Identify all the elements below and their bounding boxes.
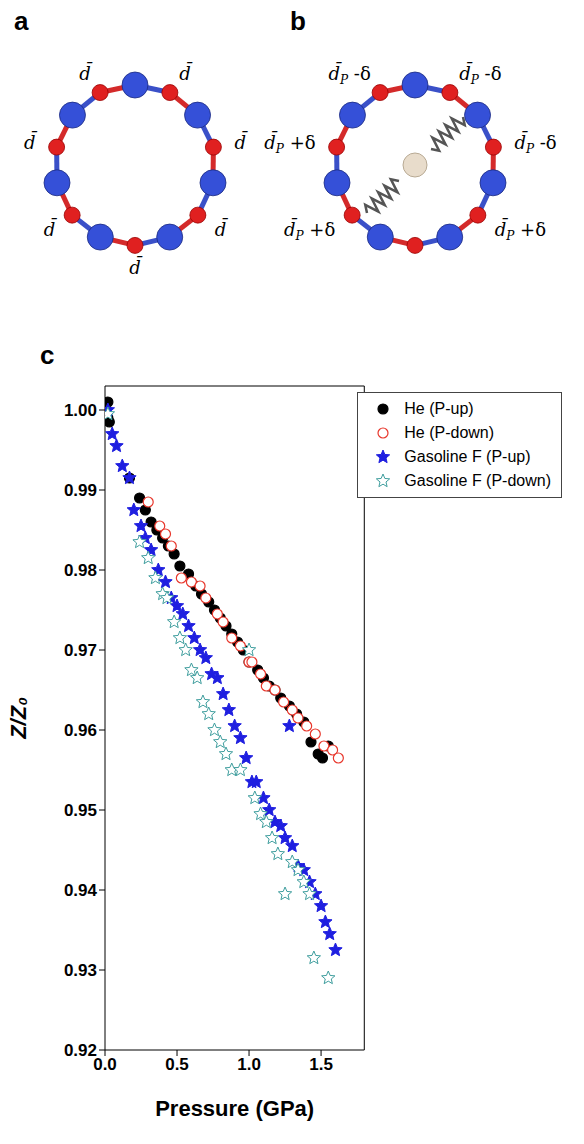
svg-text:d̄: d̄: [24, 130, 38, 153]
svg-text:d̄: d̄: [234, 130, 248, 153]
html-text:c: c: [40, 340, 55, 370]
html-text:He (P-up): He (P-up): [404, 400, 474, 417]
svg-text:0.97: 0.97: [64, 641, 97, 660]
svg-text:d̄P +δ: d̄P +δ: [495, 217, 546, 243]
svg-text:d̄P +δ: d̄P +δ: [284, 217, 335, 243]
svg-text:1.0: 1.0: [237, 1055, 261, 1074]
html-text:Gasoline F (P-down): Gasoline F (P-down): [404, 472, 551, 489]
html-text:He (P-down): He (P-down): [404, 424, 495, 441]
svg-text:0.94: 0.94: [64, 881, 98, 900]
svg-text:0.5: 0.5: [165, 1055, 189, 1074]
svg-text:d̄: d̄: [44, 217, 58, 240]
svg-text:0.0: 0.0: [93, 1055, 117, 1075]
svg-text:d̄P +δ: d̄P +δ: [264, 130, 315, 156]
svg-text:0.93: 0.93: [64, 961, 97, 980]
svg-text:0.95: 0.95: [64, 801, 97, 820]
svg-text:d̄: d̄: [79, 61, 93, 84]
svg-text:d̄P -δ: d̄P -δ: [459, 61, 501, 87]
svg-text:0.96: 0.96: [64, 721, 97, 740]
svg-text:d̄P -δ: d̄P -δ: [328, 61, 370, 87]
svg-text:1.00: 1.00: [64, 401, 97, 420]
svg-text:d̄: d̄: [179, 61, 193, 84]
svg-text:Z/Z₀: Z/Z₀: [6, 697, 31, 740]
html-text:a: a: [14, 6, 29, 36]
svg-text:0.92: 0.92: [64, 1041, 97, 1060]
html-text:Gasoline F (P-up): Gasoline F (P-up): [404, 448, 531, 465]
svg-text:1.5: 1.5: [309, 1055, 333, 1074]
svg-text:0.98: 0.98: [64, 561, 97, 580]
html-text:b: b: [290, 6, 306, 36]
svg-text:d̄: d̄: [129, 255, 143, 278]
svg-text:d̄: d̄: [215, 217, 229, 240]
svg-text:0.99: 0.99: [64, 481, 97, 500]
svg-text:Pressure (GPa): Pressure (GPa): [155, 1096, 314, 1121]
svg-text:d̄P -δ: d̄P -δ: [514, 130, 556, 156]
